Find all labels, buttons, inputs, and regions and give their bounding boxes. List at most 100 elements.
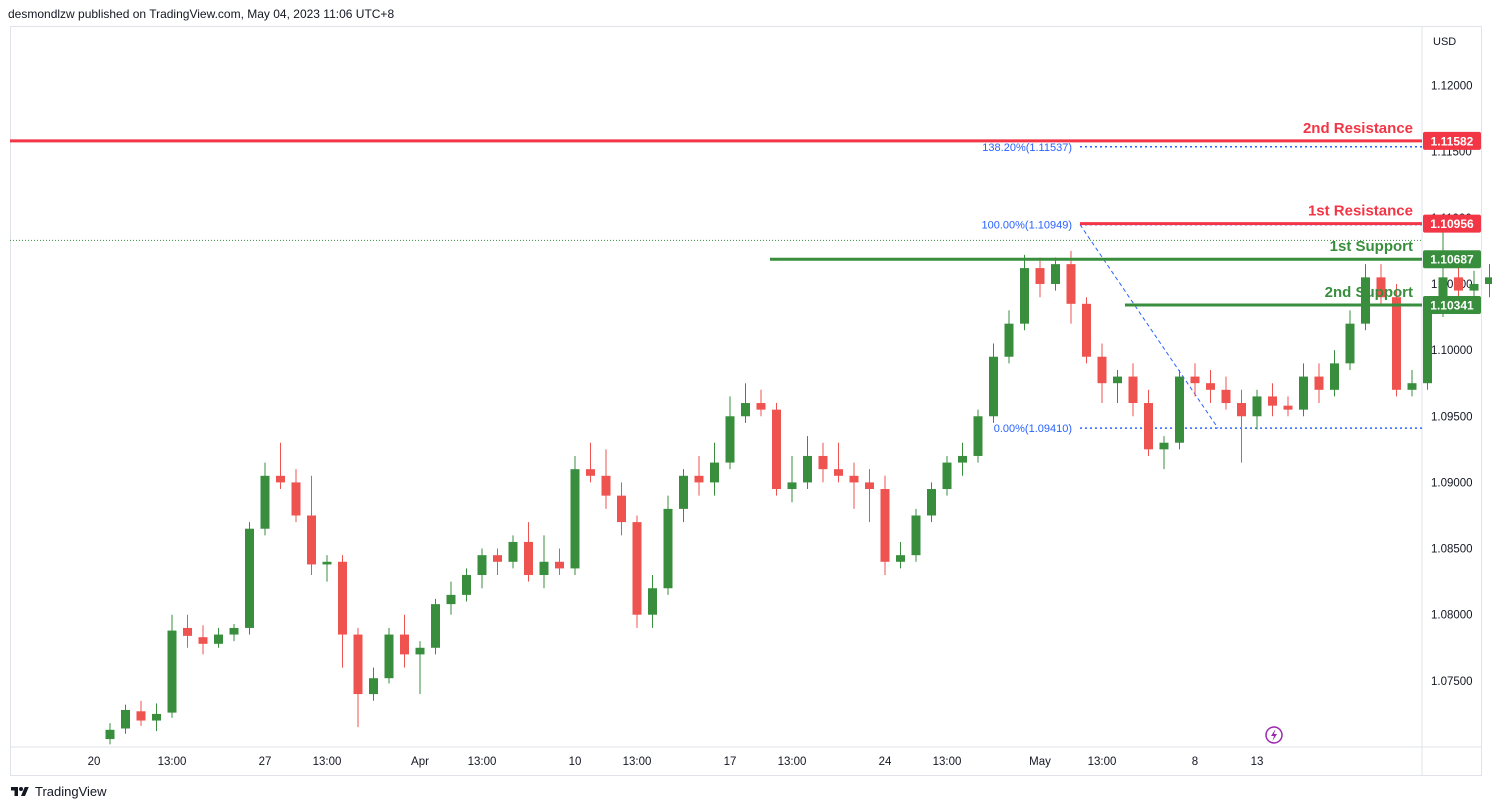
- candle-body: [725, 416, 735, 463]
- y-tick-label: 1.12000: [1431, 81, 1473, 93]
- candle-body: [1051, 264, 1060, 284]
- candle-body: [1252, 396, 1262, 417]
- y-tick-label: 1.09500: [1431, 411, 1473, 423]
- candle-body: [105, 729, 115, 740]
- level-price-tag: [1423, 131, 1481, 150]
- candle-body: [462, 575, 471, 595]
- fib-level-label: 100.00%(1.10949): [981, 220, 1072, 232]
- candle-body: [493, 555, 502, 562]
- x-tick-label: 13:00: [1088, 756, 1117, 768]
- candle-body: [849, 475, 859, 483]
- candle-body: [477, 555, 487, 576]
- candle-body: [1113, 376, 1122, 384]
- level-price-tag: [1423, 296, 1481, 315]
- candle-body: [570, 469, 580, 569]
- x-tick-label: 13:00: [778, 756, 807, 768]
- chart-frame[interactable]: [10, 26, 1482, 776]
- candle-body: [865, 482, 874, 490]
- x-tick-label: 24: [879, 756, 892, 768]
- candle-body: [245, 528, 254, 628]
- tradingview-logo-icon: [11, 786, 29, 796]
- footer-brand[interactable]: TradingView: [10, 784, 107, 799]
- candle-body: [229, 627, 239, 635]
- candle-body: [632, 522, 642, 615]
- x-tick-label: 13:00: [468, 756, 497, 768]
- candle-body: [1283, 405, 1293, 410]
- candle-body: [1299, 376, 1308, 410]
- candle-body: [1237, 403, 1246, 417]
- y-tick-label: 1.07500: [1431, 676, 1473, 688]
- candle-body: [911, 515, 921, 556]
- candle-body: [1454, 277, 1463, 291]
- candle-body: [1097, 356, 1107, 384]
- candle-body: [694, 475, 704, 483]
- candle-body: [648, 588, 657, 615]
- candle-body: [1035, 268, 1045, 284]
- candle-body: [1082, 303, 1091, 357]
- candle-body: [1066, 264, 1076, 304]
- x-tick-label: 13:00: [313, 756, 342, 768]
- currency-label: USD: [1433, 36, 1456, 48]
- x-tick-label: 27: [259, 756, 272, 768]
- candle-body: [539, 561, 549, 576]
- y-tick-label: 1.08000: [1431, 610, 1473, 622]
- y-tick-label: 1.09000: [1431, 477, 1473, 489]
- candle-body: [710, 462, 719, 483]
- x-tick-label: 13:00: [623, 756, 652, 768]
- candle-body: [508, 541, 518, 562]
- candle-body: [1175, 376, 1184, 443]
- candle-body: [369, 678, 378, 695]
- candle-body: [183, 627, 192, 636]
- candle-body: [322, 561, 332, 565]
- candle-body: [152, 713, 161, 721]
- candle-body: [973, 416, 983, 456]
- x-tick-label: 17: [724, 756, 737, 768]
- candle-body: [1423, 310, 1432, 384]
- candle-body: [555, 561, 564, 569]
- fib-level-label: 138.20%(1.11537): [982, 142, 1072, 154]
- x-tick-label: 13:00: [158, 756, 187, 768]
- publish-attribution: desmondlzw published on TradingView.com,…: [8, 7, 395, 21]
- candle-body: [756, 403, 766, 410]
- level-price-label: 1.11582: [1431, 134, 1474, 148]
- candle-body: [1144, 403, 1153, 450]
- candle-body: [1392, 297, 1401, 390]
- candle-body: [291, 482, 301, 516]
- candle-body: [927, 489, 936, 516]
- y-tick-label: 1.10500: [1431, 279, 1473, 291]
- candle-body: [1438, 277, 1448, 311]
- candle-body: [1206, 383, 1215, 390]
- candle-body: [1004, 323, 1014, 357]
- level-label: 2nd Resistance: [1303, 120, 1413, 137]
- candle-body: [524, 541, 533, 576]
- candle-body: [338, 561, 347, 635]
- candle-body: [772, 409, 781, 490]
- candle-body: [198, 637, 208, 644]
- lightning-icon: [1265, 726, 1283, 744]
- candle-body: [679, 475, 688, 509]
- lightning-bolt: [1271, 729, 1277, 741]
- level-label: 1st Support: [1330, 238, 1413, 255]
- candle-body: [1330, 363, 1339, 390]
- candle-body: [834, 469, 843, 476]
- candle-body: [353, 634, 363, 695]
- x-tick-label: 10: [569, 756, 582, 768]
- candle-body: [787, 482, 797, 490]
- candle-body: [1020, 268, 1029, 324]
- candle-body: [1376, 277, 1386, 298]
- x-tick-label: 20: [88, 756, 101, 768]
- y-tick-label: 1.08500: [1431, 544, 1473, 556]
- candle-body: [276, 475, 285, 483]
- candle-body: [989, 356, 998, 417]
- candle-body: [1361, 277, 1370, 324]
- candle-body: [1407, 383, 1417, 390]
- candle-body: [400, 634, 409, 655]
- candle-body: [958, 455, 967, 463]
- candle-body: [1268, 396, 1277, 406]
- candle-body: [384, 634, 394, 679]
- candle-body: [167, 630, 177, 713]
- candle-body: [415, 647, 425, 655]
- level-price-label: 1.10687: [1430, 253, 1474, 267]
- candle-body: [214, 634, 223, 644]
